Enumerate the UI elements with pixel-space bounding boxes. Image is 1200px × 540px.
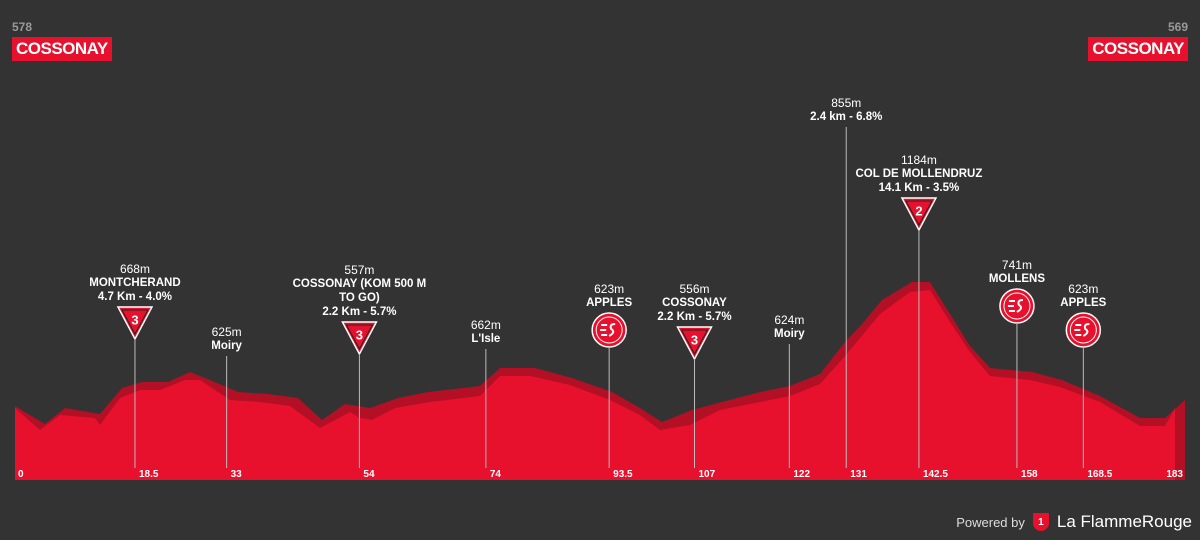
km-label: 131 [850, 469, 867, 480]
point-name: Moiry [773, 328, 805, 340]
kom-category: 2 [915, 203, 922, 218]
finish-label: 569 COSSONAY [1088, 20, 1188, 61]
footer: Powered by 1 La FlammeRouge [956, 512, 1192, 532]
kom-icon [676, 326, 713, 361]
point-name: MONTCHERAND [89, 277, 181, 289]
sprint-ring [1003, 292, 1031, 320]
point-label: 625m Moiry [159, 325, 295, 353]
brand: La FlammeRouge [1056, 512, 1192, 531]
point-name: APPLES [1060, 297, 1107, 309]
kom-icon-inner [345, 324, 374, 351]
km-label: 122 [793, 469, 810, 480]
start-label: 578 COSSONAY [12, 20, 112, 61]
kom-icon-inner [121, 309, 149, 336]
sprint-symbol [600, 323, 616, 337]
kom-icon [341, 321, 378, 356]
point-detail: 14.1 Km - 3.5% [878, 182, 960, 194]
point-altitude: 623m [1068, 282, 1099, 296]
point-detail: 2.2 Km - 5.7% [322, 306, 397, 318]
kom-icon-inner [905, 200, 933, 227]
point-label: 855m 2.4 km - 6.8% [778, 96, 914, 124]
sprint-ring [595, 316, 623, 344]
point-altitude: 624m [774, 313, 805, 327]
point-detail: 2.4 km - 6.8% [810, 111, 883, 123]
point-altitude: 855m [831, 96, 862, 110]
logo: 1 [1032, 513, 1049, 531]
point-altitude: 668m [119, 262, 150, 276]
km-label: 142.5 [923, 469, 948, 480]
kom-icon [900, 197, 938, 232]
point-name: COL DE MOLLENDRUZ [855, 168, 983, 180]
point-altitude: 556m [679, 282, 710, 296]
point-label: 624m Moiry [721, 313, 857, 341]
point-name: Moiry [211, 340, 242, 352]
km-label: 107 [698, 469, 715, 480]
km-label: 93.5 [613, 469, 633, 480]
km-label: 18.5 [139, 469, 159, 480]
point-name: COSSONAY (KOM 500 M TO GO) [292, 278, 427, 304]
kom-icon [116, 306, 154, 341]
point-detail: 4.7 Km - 4.0% [97, 291, 173, 303]
km-label: 54 [363, 469, 375, 480]
km-label: 183 [1166, 469, 1183, 480]
sprint-icon [591, 312, 627, 348]
point-label: 557m COSSONAY (KOM 500 M TO GO) 2.2 Km - 5… [291, 263, 427, 319]
point-detail: 2.2 Km - 5.7% [657, 311, 732, 323]
point-label: 741m MOLLENS [949, 258, 1085, 286]
kom-category: 3 [131, 312, 138, 327]
sprint-icon [1065, 312, 1102, 348]
km-label: 158 [1021, 469, 1038, 480]
km-label: 33 [231, 469, 243, 480]
km-label: 0 [18, 469, 24, 480]
sprint-ring [1069, 316, 1097, 344]
profile-area [15, 290, 1175, 480]
start-altitude: 578 [12, 20, 33, 34]
point-label: 1184m COL DE MOLLENDRUZ 14.1 Km - 3.5% [851, 153, 987, 195]
point-altitude: 625m [211, 325, 242, 339]
point-name: L'Isle [471, 333, 501, 345]
powered-by: Powered by [956, 514, 1025, 530]
point-altitude: 1184m [901, 153, 937, 167]
point-altitude: 623m [594, 282, 625, 296]
finish-altitude: 569 [1167, 20, 1188, 34]
sprint-symbol [1007, 299, 1023, 313]
sprint-symbol [1074, 323, 1090, 337]
point-altitude: 557m [344, 263, 375, 277]
point-label: 623m APPLES [1015, 282, 1151, 310]
finish-name: COSSONAY [1088, 37, 1188, 61]
point-altitude: 662m [470, 318, 501, 332]
point-name: COSSONAY [662, 297, 727, 309]
kom-icon-inner [680, 329, 709, 356]
start-name: COSSONAY [12, 37, 112, 61]
point-name: MOLLENS [988, 273, 1046, 285]
km-label: 168.5 [1087, 469, 1112, 480]
point-altitude: 741m [1001, 258, 1032, 272]
point-label: 662m L'Isle [418, 318, 554, 346]
kom-category: 3 [356, 327, 363, 342]
point-name: APPLES [586, 297, 633, 309]
km-label: 74 [490, 469, 502, 480]
point-label: 668m MONTCHERAND 4.7 Km - 4.0% [67, 262, 203, 304]
point-label: 623m APPLES [541, 282, 677, 310]
kom-category: 3 [691, 332, 698, 347]
point-label: 556m COSSONAY 2.2 Km - 5.7% [626, 282, 762, 324]
